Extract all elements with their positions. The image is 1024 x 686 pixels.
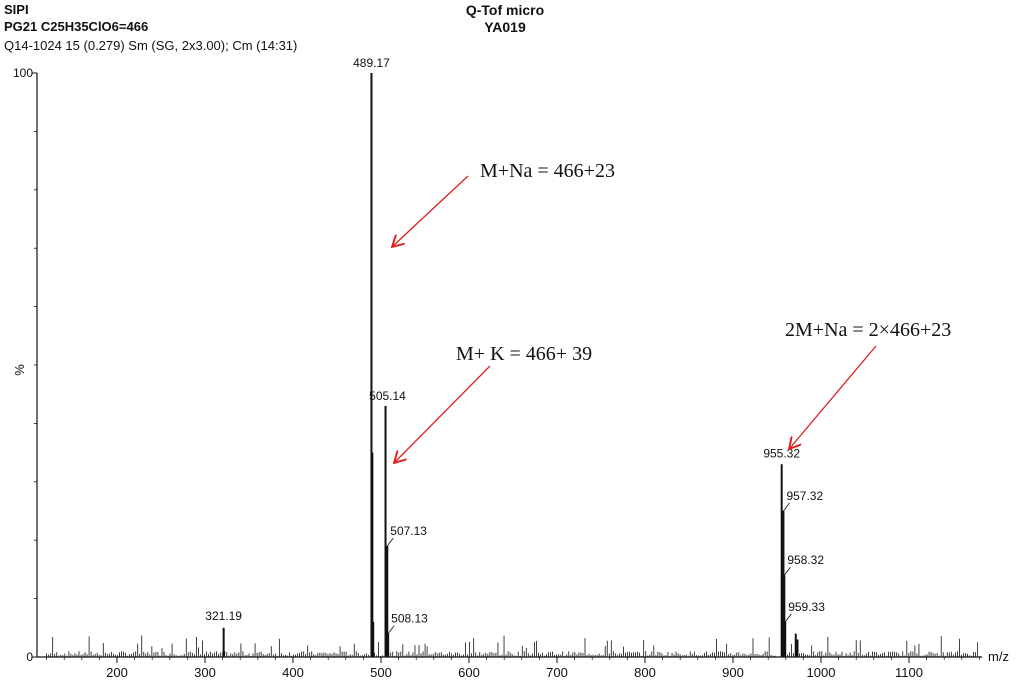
peak-label: 958.32: [787, 553, 824, 567]
x-tick-label: 800: [634, 665, 656, 680]
peak-label: 507.13: [390, 524, 427, 538]
peak-label: 959.33: [788, 600, 825, 614]
x-tick-label: 1000: [807, 665, 836, 680]
peak-label: 321.19: [205, 609, 242, 623]
peak-annotation: 2M+Na = 2×466+23: [785, 319, 951, 341]
scan-info: Q14-1024 15 (0.279) Sm (SG, 2x3.00); Cm …: [4, 38, 298, 53]
peak-label: 955.32: [763, 446, 800, 460]
peak-annotation: M+ K = 466+ 39: [456, 343, 592, 365]
peak-annotation: M+Na = 466+23: [480, 160, 615, 182]
annotation-arrow: [393, 175, 469, 246]
x-tick-label: 1100: [895, 665, 923, 680]
instrument-name: Q-Tof micro: [465, 2, 545, 18]
peak-label: 508.13: [391, 612, 428, 626]
annotation-arrow: [790, 345, 877, 448]
x-tick-label: 600: [458, 665, 480, 680]
y-tick-label: 100: [13, 66, 33, 80]
x-tick-label: 700: [546, 665, 568, 680]
lab-name: SIPI: [4, 2, 29, 17]
x-tick-label: 400: [282, 665, 304, 680]
annotation-arrow: [395, 365, 491, 462]
label-leader: [387, 625, 395, 634]
peak-label: 505.14: [369, 389, 406, 403]
x-tick-label: 500: [370, 665, 392, 680]
x-tick-label: 300: [194, 665, 216, 680]
sample-formula: PG21 C25H35ClO6=466: [4, 19, 149, 34]
y-axis-label: %: [12, 364, 27, 376]
x-tick-label: 200: [106, 665, 128, 680]
peak-label: 957.32: [786, 489, 823, 503]
label-leader: [784, 613, 792, 623]
y-tick-label: 0: [26, 650, 33, 664]
x-axis-label: m/z: [988, 649, 1009, 664]
sample-code: YA019: [484, 19, 526, 35]
label-leader: [386, 537, 394, 547]
label-leader: [783, 502, 790, 512]
peak-label: 489.17: [353, 56, 390, 70]
label-leader: [784, 566, 791, 576]
x-tick-label: 900: [722, 665, 744, 680]
